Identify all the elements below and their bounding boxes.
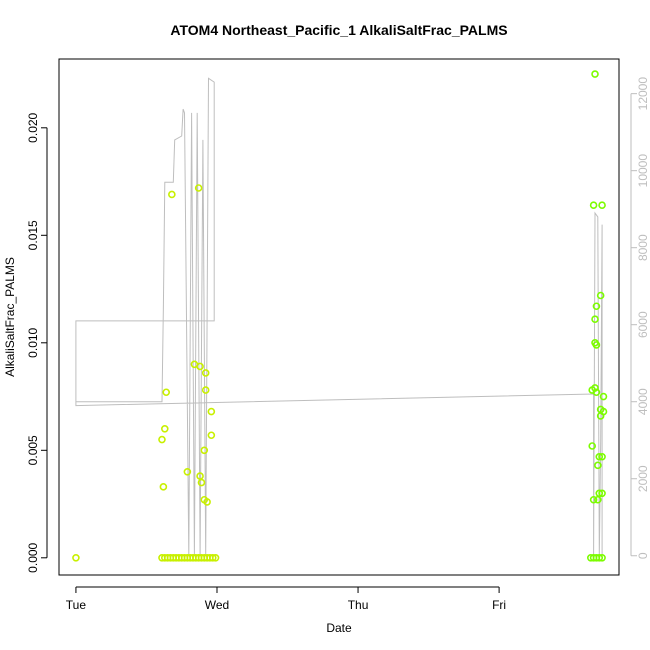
data-point <box>208 553 217 562</box>
y2-tick-label: 4000 <box>636 388 650 415</box>
series-line <box>75 77 603 556</box>
series-points-layer <box>72 70 608 562</box>
data-point <box>160 424 169 433</box>
data-point <box>203 498 211 506</box>
x-tick-label: Tue <box>66 598 87 612</box>
series-line-layer <box>75 77 603 556</box>
data-point <box>207 431 216 440</box>
data-point <box>594 495 602 504</box>
data-point <box>194 184 203 192</box>
data-point <box>598 201 606 209</box>
data-point <box>201 386 210 394</box>
y-axis-right: 0 2000 4000 6000 8000 10000 12000 <box>630 77 650 559</box>
data-point <box>592 341 601 349</box>
data-point <box>598 489 606 498</box>
y-axis-left: 0.000 0.005 0.010 0.015 0.020 <box>26 112 48 573</box>
x-axis-label: Date <box>326 621 352 635</box>
y-tick-label: 0.015 <box>26 220 40 250</box>
data-point <box>211 553 220 562</box>
data-point <box>200 446 209 455</box>
data-point <box>591 70 599 78</box>
data-point <box>596 412 605 420</box>
data-point <box>598 452 606 461</box>
data-point <box>595 553 604 562</box>
data-point <box>201 369 210 377</box>
data-point <box>588 442 596 450</box>
x-tick-label: Fri <box>492 598 506 612</box>
y2-tick-label: 8000 <box>636 234 650 261</box>
y-tick-label: 0.020 <box>26 112 40 142</box>
x-tick-label: Wed <box>205 598 229 612</box>
data-point <box>183 467 192 476</box>
y-axis-label: AlkaliSaltFrac_PALMS <box>3 257 17 377</box>
data-point <box>162 388 171 397</box>
data-point <box>197 478 206 487</box>
chart-title: ATOM4 Northeast_Pacific_1 AlkaliSaltFrac… <box>170 22 507 38</box>
data-point <box>592 302 601 311</box>
y-tick-label: 0.010 <box>26 327 40 357</box>
y2-tick-label: 6000 <box>636 311 650 338</box>
y2-tick-label: 10000 <box>636 154 650 188</box>
data-point <box>594 461 602 470</box>
data-point <box>207 407 216 416</box>
y-tick-label: 0.005 <box>26 435 40 465</box>
y-tick-label: 0.000 <box>26 542 40 572</box>
data-point <box>599 392 608 401</box>
y2-tick-label: 0 <box>636 552 650 559</box>
data-point <box>159 483 168 491</box>
data-point <box>72 553 80 562</box>
x-tick-label: Thu <box>348 598 369 612</box>
data-point <box>592 388 601 397</box>
y2-tick-label: 2000 <box>636 465 650 492</box>
data-point <box>168 190 176 199</box>
y2-tick-label: 12000 <box>636 77 650 111</box>
data-point <box>196 362 204 371</box>
plot-area <box>58 58 620 576</box>
data-point <box>589 201 598 209</box>
data-point <box>589 495 598 504</box>
x-axis: Tue Wed Thu Fri <box>66 586 506 612</box>
data-point <box>598 553 606 562</box>
data-point <box>591 315 599 323</box>
data-point <box>158 435 166 444</box>
data-point <box>596 291 605 300</box>
data-point <box>595 452 604 461</box>
